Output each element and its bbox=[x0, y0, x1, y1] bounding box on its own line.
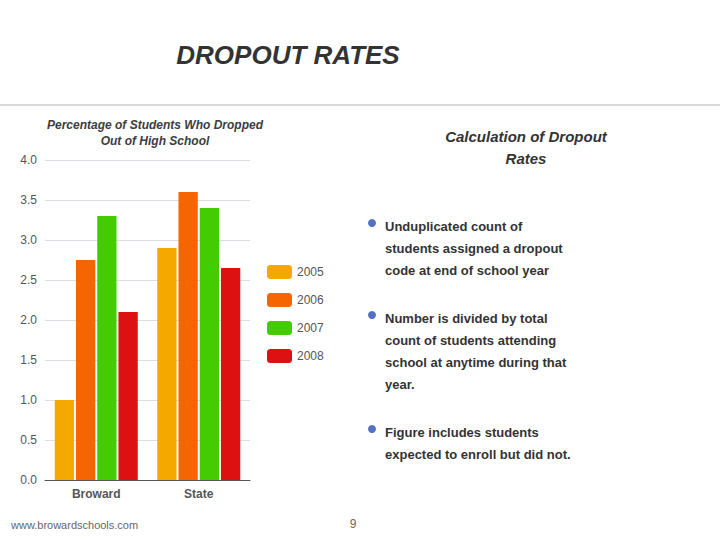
svg-text:0.0: 0.0 bbox=[20, 473, 37, 487]
svg-text:2006: 2006 bbox=[297, 293, 324, 307]
svg-text:2007: 2007 bbox=[297, 321, 324, 335]
svg-text:school at anytime during that: school at anytime during that bbox=[385, 355, 567, 370]
svg-text:Figure includes students: Figure includes students bbox=[385, 425, 539, 440]
svg-text:2.0: 2.0 bbox=[20, 313, 37, 327]
svg-text:9: 9 bbox=[350, 517, 357, 531]
svg-text:2.5: 2.5 bbox=[20, 273, 37, 287]
svg-text:1.5: 1.5 bbox=[20, 353, 37, 367]
svg-text:expected to enroll but did not: expected to enroll but did not. bbox=[385, 447, 571, 462]
svg-text:www.browardschools.com: www.browardschools.com bbox=[10, 519, 138, 531]
svg-text:2008: 2008 bbox=[297, 349, 324, 363]
svg-text:Number is divided by total: Number is divided by total bbox=[385, 311, 548, 326]
svg-text:students assigned a dropout: students assigned a dropout bbox=[385, 241, 563, 256]
svg-text:Calculation of Dropout: Calculation of Dropout bbox=[445, 128, 608, 145]
svg-text:1.0: 1.0 bbox=[20, 393, 37, 407]
svg-text:3.5: 3.5 bbox=[20, 193, 37, 207]
svg-text:2005: 2005 bbox=[297, 265, 324, 279]
svg-text:4.0: 4.0 bbox=[20, 153, 37, 167]
svg-text:Percentage of Students Who Dro: Percentage of Students Who Dropped bbox=[47, 118, 264, 132]
svg-text:DROPOUT RATES: DROPOUT RATES bbox=[176, 40, 400, 70]
svg-text:State: State bbox=[184, 487, 214, 501]
svg-text:Broward: Broward bbox=[72, 487, 121, 501]
svg-text:0.5: 0.5 bbox=[20, 433, 37, 447]
svg-text:Rates: Rates bbox=[506, 150, 547, 167]
svg-text:Unduplicated count of: Unduplicated count of bbox=[385, 219, 523, 234]
svg-text:year.: year. bbox=[385, 377, 415, 392]
svg-text:3.0: 3.0 bbox=[20, 233, 37, 247]
svg-text:Out of High School: Out of High School bbox=[101, 134, 210, 148]
svg-text:code at end of school year: code at end of school year bbox=[385, 263, 549, 278]
svg-text:count of students attending: count of students attending bbox=[385, 333, 556, 348]
